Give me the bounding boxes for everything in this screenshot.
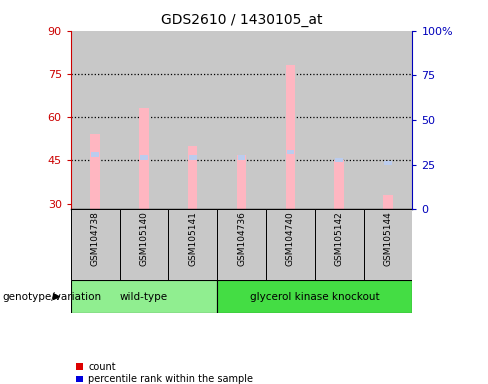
- Bar: [71, 280, 217, 313]
- Text: GSM104736: GSM104736: [237, 212, 246, 266]
- Bar: [266, 31, 315, 209]
- Bar: [238, 155, 245, 160]
- Bar: [364, 31, 412, 209]
- Bar: [315, 209, 364, 280]
- Bar: [91, 152, 99, 157]
- Bar: [383, 195, 393, 209]
- Text: wild-type: wild-type: [120, 291, 168, 302]
- Bar: [189, 155, 197, 160]
- Bar: [90, 134, 100, 209]
- Bar: [120, 209, 168, 280]
- Bar: [168, 31, 217, 209]
- Bar: [286, 149, 294, 154]
- Bar: [120, 31, 168, 209]
- Bar: [168, 209, 217, 280]
- Text: GSM104738: GSM104738: [91, 212, 100, 266]
- Legend: count, percentile rank within the sample, value, Detection Call = ABSENT, rank, : count, percentile rank within the sample…: [76, 362, 253, 384]
- Bar: [334, 161, 344, 209]
- Bar: [335, 158, 343, 162]
- Bar: [315, 31, 364, 209]
- Title: GDS2610 / 1430105_at: GDS2610 / 1430105_at: [161, 13, 322, 27]
- Text: GSM105141: GSM105141: [188, 212, 197, 266]
- Bar: [217, 209, 266, 280]
- Bar: [266, 209, 315, 280]
- Bar: [140, 155, 148, 160]
- Bar: [217, 280, 412, 313]
- Bar: [237, 155, 246, 209]
- Text: GSM104740: GSM104740: [286, 212, 295, 266]
- Bar: [71, 209, 120, 280]
- Text: genotype/variation: genotype/variation: [2, 291, 102, 302]
- Text: GSM105142: GSM105142: [335, 212, 344, 266]
- Bar: [217, 31, 266, 209]
- Bar: [364, 209, 412, 280]
- Text: glycerol kinase knockout: glycerol kinase knockout: [250, 291, 380, 302]
- Bar: [285, 65, 295, 209]
- Text: GSM105144: GSM105144: [384, 212, 392, 266]
- Text: GSM105140: GSM105140: [140, 212, 148, 266]
- Bar: [384, 161, 392, 166]
- Bar: [139, 109, 149, 209]
- Bar: [188, 146, 198, 209]
- Bar: [71, 31, 120, 209]
